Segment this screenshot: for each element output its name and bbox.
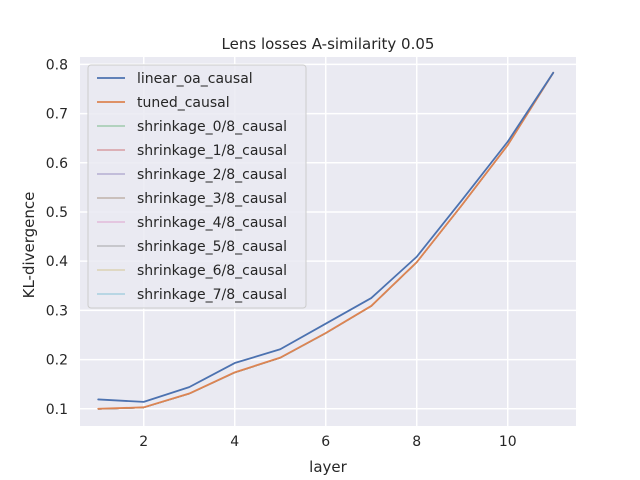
y-tick-label: 0.6 xyxy=(46,156,68,172)
legend-label: shrinkage_2/8_causal xyxy=(137,167,287,183)
y-tick-labels: 0.1 0.2 0.3 0.4 0.5 0.6 0.7 0.8 xyxy=(46,57,68,417)
legend: linear_oa_causal tuned_causal shrinkage_0/… xyxy=(87,64,307,309)
series-lines xyxy=(97,71,555,410)
legend-label: shrinkage_6/8_causal xyxy=(137,263,287,279)
x-tick-label: 2 xyxy=(139,434,148,450)
series-line-1 xyxy=(97,71,555,410)
y-tick-label: 0.7 xyxy=(46,107,68,123)
legend-label: shrinkage_1/8_causal xyxy=(137,143,287,159)
x-tick-label: 6 xyxy=(321,434,330,450)
legend-label: shrinkage_0/8_causal xyxy=(137,119,287,135)
y-tick-label: 0.4 xyxy=(46,254,68,270)
x-tick-label: 8 xyxy=(412,434,421,450)
x-tick-labels: 2 4 6 8 10 xyxy=(139,434,516,450)
legend-label: shrinkage_4/8_causal xyxy=(137,215,287,231)
legend-label: tuned_causal xyxy=(137,95,230,111)
x-tick-label: 4 xyxy=(230,434,239,450)
y-axis-label: KL-divergence xyxy=(20,192,38,299)
legend-label: shrinkage_7/8_causal xyxy=(137,287,287,303)
y-tick-label: 0.2 xyxy=(46,353,68,369)
legend-label: shrinkage_5/8_causal xyxy=(137,239,287,255)
series-line-0 xyxy=(97,71,555,403)
chart-title: Lens losses A-similarity 0.05 xyxy=(222,35,435,53)
y-tick-label: 0.1 xyxy=(46,402,68,418)
y-tick-label: 0.8 xyxy=(46,57,68,73)
legend-label: shrinkage_3/8_causal xyxy=(137,191,287,207)
legend-label: linear_oa_causal xyxy=(137,71,253,87)
x-tick-label: 10 xyxy=(499,434,517,450)
y-tick-label: 0.3 xyxy=(46,303,68,319)
legend-box xyxy=(87,64,307,309)
y-tick-label: 0.5 xyxy=(46,205,68,221)
x-axis-label: layer xyxy=(309,458,347,476)
